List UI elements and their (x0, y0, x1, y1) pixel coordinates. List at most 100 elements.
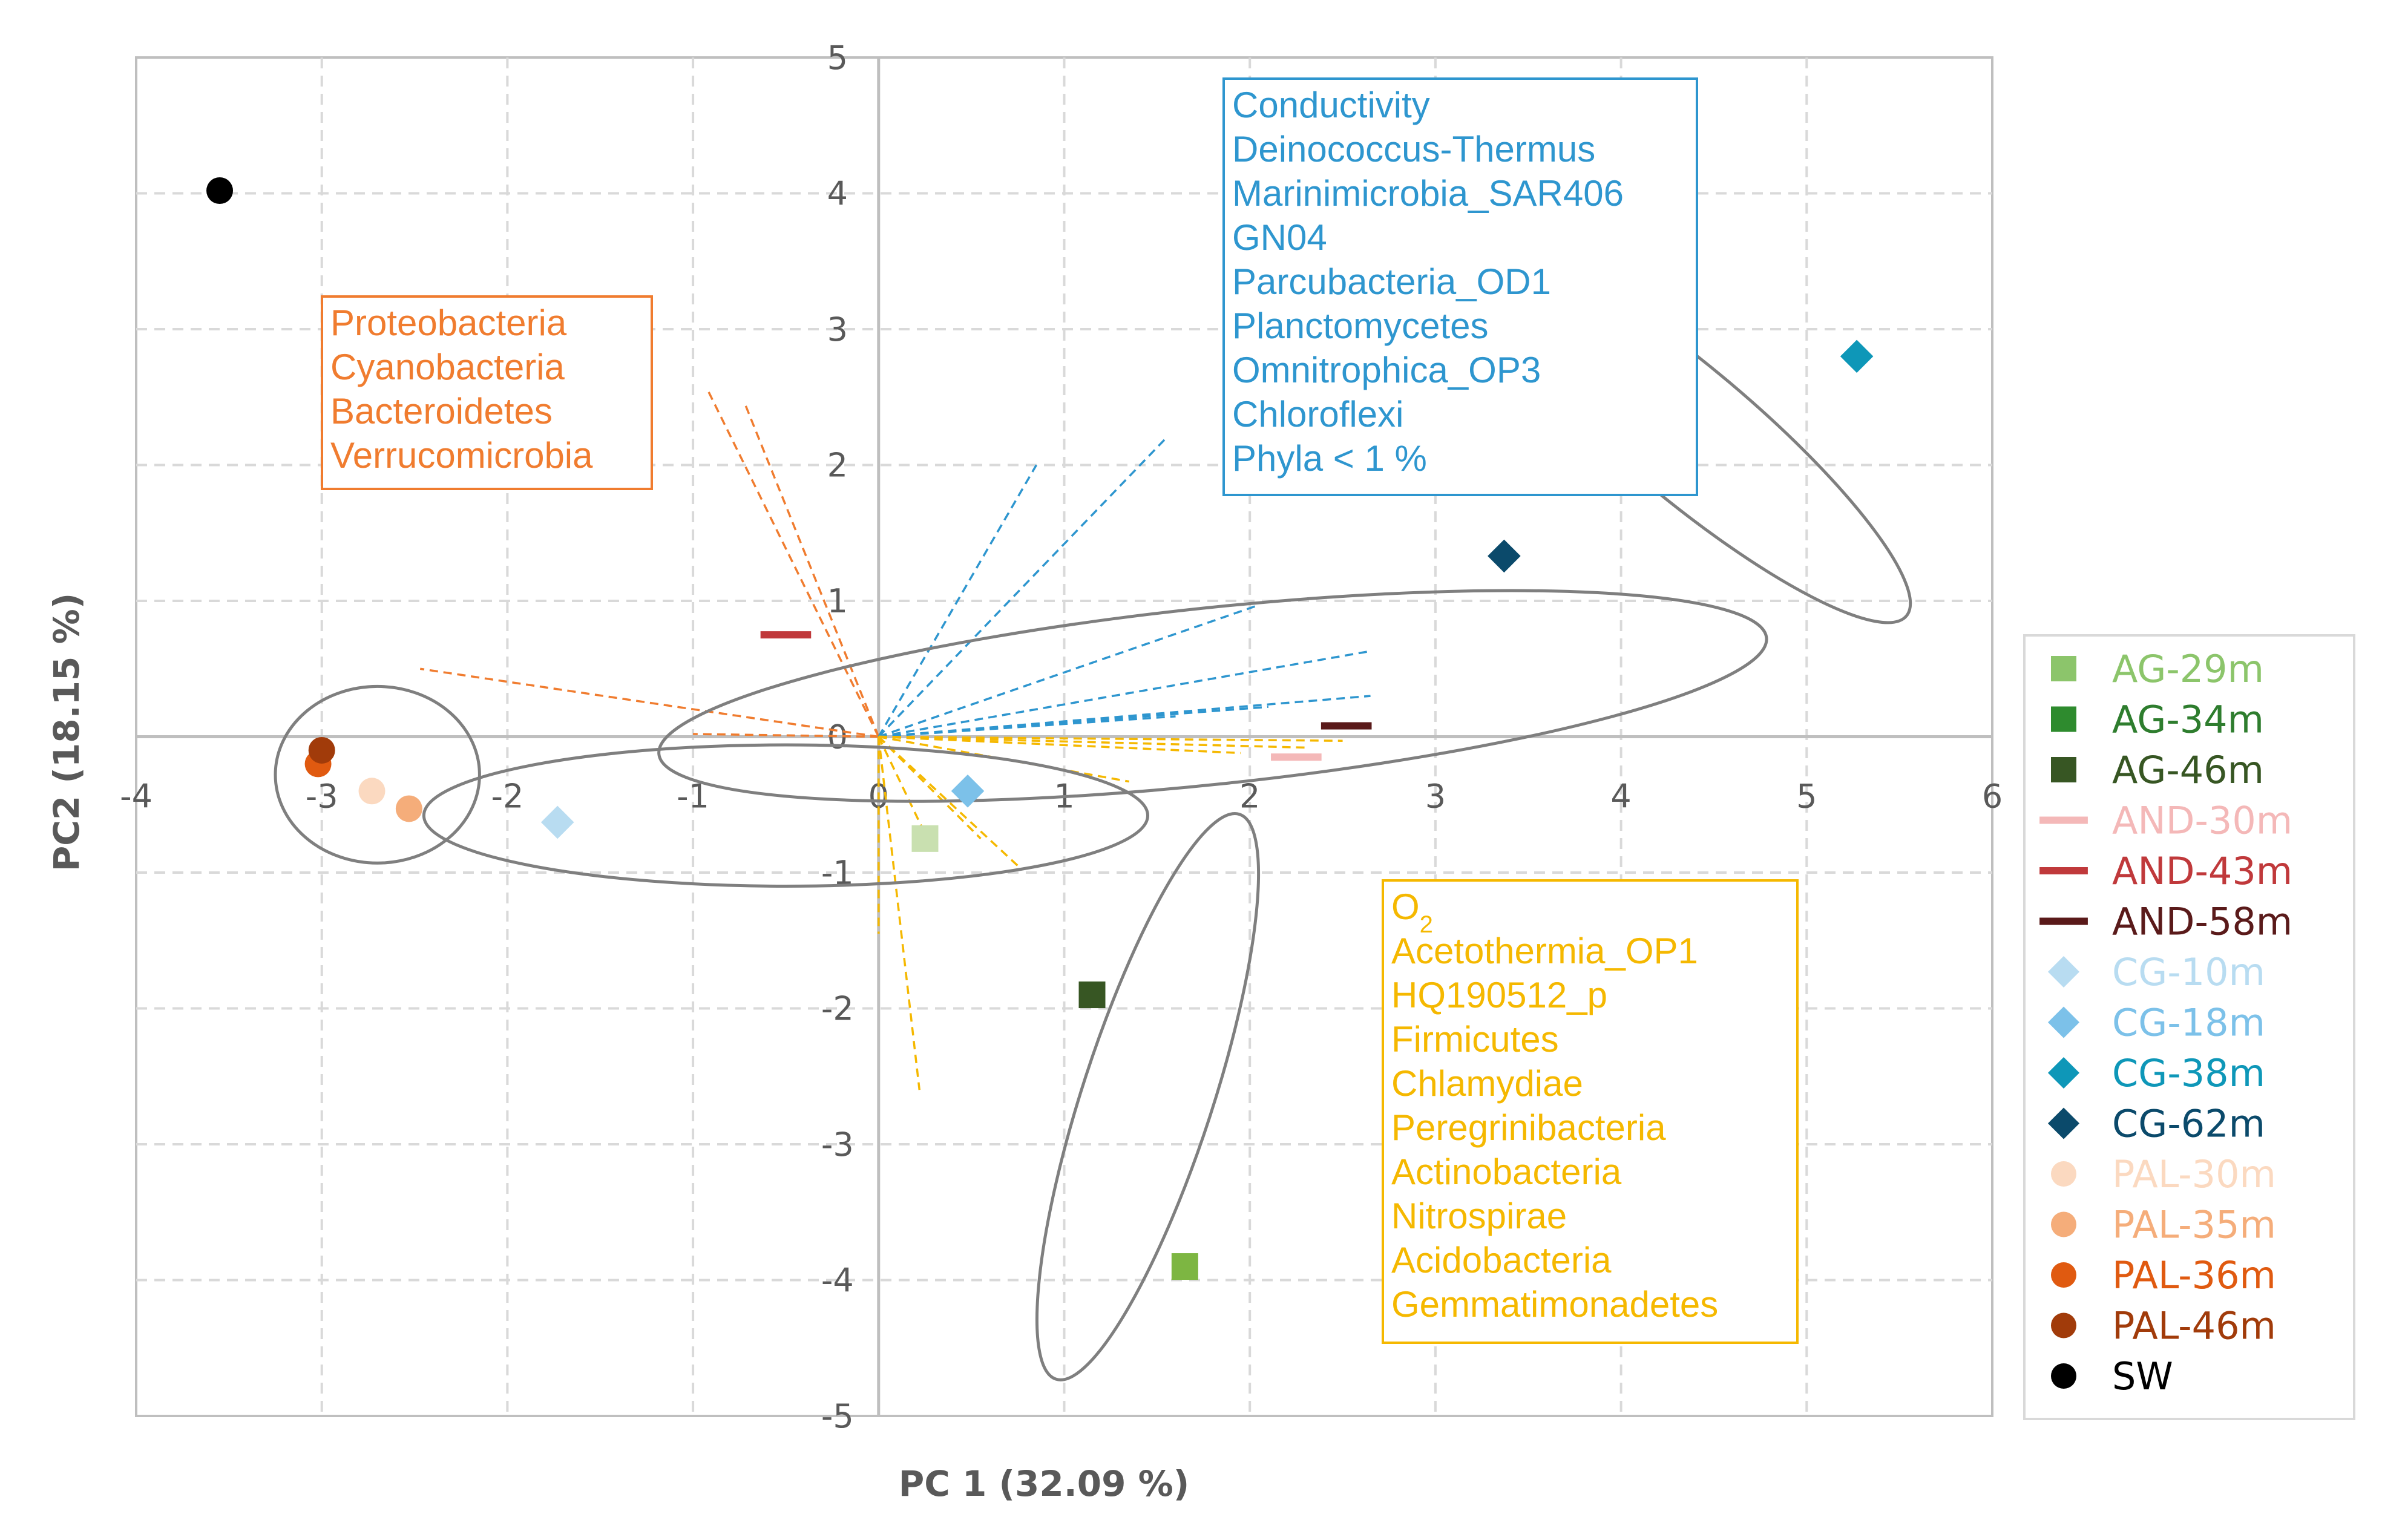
annotation-label: O2 (1391, 886, 1433, 938)
point-CG-38m (1840, 339, 1874, 373)
legend-label: PAL-46m (2112, 1304, 2276, 1348)
point-CG-18m (951, 775, 985, 808)
point-AG-46m (1078, 981, 1106, 1009)
y-tick-label: -4 (821, 1262, 854, 1300)
loading-vector (707, 390, 880, 738)
group-ellipse (657, 589, 1768, 803)
legend-marker (2051, 1312, 2076, 1338)
legend-item: PAL-30m (2051, 1152, 2276, 1196)
legend-marker (2039, 917, 2088, 925)
legend-label: AND-43m (2112, 849, 2292, 893)
y-tick-label: -3 (821, 1126, 854, 1164)
legend-marker (2051, 656, 2076, 681)
point-CG-10m (540, 805, 574, 839)
point-AND-43m (760, 631, 812, 639)
legend-item: AG-29m (2051, 647, 2264, 691)
legend-label: SW (2112, 1354, 2173, 1398)
legend-label: AG-29m (2112, 647, 2264, 691)
point-SW (206, 177, 234, 205)
legend-marker (2051, 757, 2076, 782)
x-tick-label: 6 (1982, 778, 2003, 816)
legend-item: CG-62m (2047, 1102, 2265, 1146)
annotation-label: Omnitrophica_OP3 (1232, 350, 1541, 390)
legend-marker (2051, 1211, 2076, 1237)
annotation-label: Nitrospirae (1391, 1196, 1567, 1236)
loading-label-boxes: ProteobacteriaCyanobacteriaBacteroidetes… (321, 77, 1799, 1344)
legend-item: AG-34m (2051, 698, 2264, 742)
annotation-label: GN04 (1232, 217, 1327, 258)
x-tick-label: 2 (1239, 778, 1260, 816)
annotation-label: Planctomycetes (1232, 306, 1489, 346)
legend-marker (2047, 1057, 2080, 1089)
x-axis-title: PC 1 (32.09 %) (899, 1463, 1190, 1504)
y-tick-label: 2 (827, 447, 848, 485)
loading-vector (878, 735, 1306, 749)
blue-box: ConductivityDeinococcus-ThermusMarinimic… (1222, 77, 1698, 496)
x-tick-label: 4 (1610, 778, 1631, 816)
annotation-label: Deinococcus-Thermus (1232, 129, 1595, 169)
yellow-box: O2Acetothermia_OP1HQ190512_pFirmicutesCh… (1382, 879, 1799, 1344)
legend-label: CG-62m (2112, 1102, 2265, 1146)
legend-marker (2039, 816, 2088, 824)
point-CG-62m (1488, 539, 1521, 573)
point-AG-29m (911, 825, 939, 852)
x-tick-label: -2 (491, 778, 523, 816)
point-AND-30m (1271, 753, 1322, 761)
legend-item: CG-10m (2047, 950, 2265, 994)
legend-item: PAL-46m (2051, 1304, 2276, 1348)
y-tick-label: -5 (821, 1397, 854, 1435)
group-ellipse (1035, 812, 1261, 1381)
loading-vector (693, 733, 879, 738)
annotation-label: Firmicutes (1391, 1019, 1559, 1060)
annotation-label: Phyla < 1 % (1232, 438, 1427, 479)
annotation-label: Acidobacteria (1391, 1240, 1612, 1280)
annotation-label: Verrucomicrobia (330, 435, 593, 476)
legend-label: PAL-30m (2112, 1152, 2276, 1196)
legend-label: CG-38m (2112, 1051, 2265, 1095)
annotation-label: Conductivity (1232, 85, 1430, 125)
annotation-label: HQ190512_p (1391, 975, 1607, 1015)
x-tick-label: -3 (306, 778, 338, 816)
orange-box: ProteobacteriaCyanobacteriaBacteroidetes… (321, 295, 653, 490)
annotation-box-frame (1222, 77, 1698, 496)
legend-label: CG-18m (2112, 1001, 2265, 1045)
loading-vector (878, 735, 1241, 755)
loading-vector (878, 706, 1269, 738)
point-AG-29m (1171, 1253, 1198, 1280)
annotation-label: Parcubacteria_OD1 (1232, 261, 1551, 302)
x-tick-label: 3 (1425, 778, 1446, 816)
group-ellipse (422, 743, 1150, 888)
legend-item: CG-18m (2047, 1001, 2265, 1045)
y-axis-title: PC2 (18.15 %) (46, 593, 87, 871)
annotation-label: Acetothermia_OP1 (1391, 931, 1698, 971)
legend-marker (2047, 1107, 2080, 1139)
point-AND-58m (1321, 722, 1372, 730)
data-points (206, 177, 1874, 1280)
annotation-label: Chlamydiae (1391, 1063, 1583, 1104)
legend-frame (2023, 634, 2355, 1420)
group-ellipse (274, 684, 481, 865)
legend-item: AND-58m (2039, 900, 2292, 944)
legend-item: SW (2051, 1354, 2173, 1398)
annotation-box-frame (321, 295, 653, 490)
loading-vector (878, 736, 1019, 867)
legend-marker (2051, 1262, 2076, 1288)
x-tick-label: 5 (1796, 778, 1817, 816)
loading-vector (878, 715, 1176, 738)
y-tick-label: 1 (827, 582, 848, 620)
annotation-label: Proteobacteria (330, 303, 567, 343)
x-tick-label: -4 (120, 778, 153, 816)
legend-marker (2047, 955, 2080, 988)
loading-vector (419, 667, 879, 738)
legend-label: PAL-36m (2112, 1253, 2276, 1297)
legend-item: AG-46m (2051, 748, 2264, 792)
legend-item: AND-30m (2039, 799, 2292, 843)
legend-marker (2051, 1161, 2076, 1187)
loading-vector (878, 695, 1371, 738)
legend-marker (2039, 867, 2088, 874)
legend-label: AG-34m (2112, 698, 2264, 742)
y-tick-label: 3 (827, 310, 848, 349)
legend-item: PAL-36m (2051, 1253, 2276, 1297)
legend-label: AG-46m (2112, 748, 2264, 792)
